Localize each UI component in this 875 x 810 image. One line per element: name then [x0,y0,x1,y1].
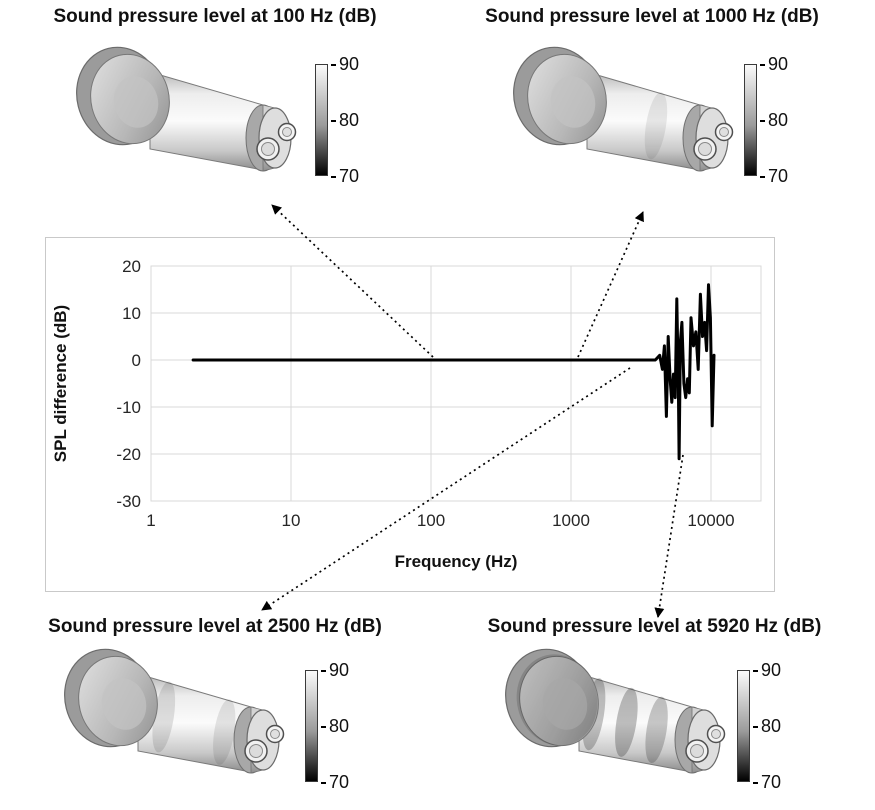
x-tick-label: 1000 [552,511,590,530]
y-tick-label: -30 [116,492,141,511]
panel-2500hz: Sound pressure level at 2500 Hz (dB) [0,616,430,810]
colorbar-label: 70 [760,167,788,185]
y-axis-label: SPL difference (dB) [51,305,70,462]
x-tick-label: 10000 [687,511,734,530]
cylinder-model-graphic [505,648,726,774]
colorbar-gradient-bar [737,670,750,782]
x-tick-label: 1 [146,511,155,530]
colorbar-label: 90 [331,55,359,73]
panel-title-100hz: Sound pressure level at 100 Hz (dB) [53,6,377,27]
colorbar-label: 70 [753,773,781,791]
panel-body-5920hz: 90 80 70 [437,638,872,804]
colorbar-label: 70 [321,773,349,791]
colorbar-labels: 90 80 70 [760,55,788,185]
colorbar-label: 90 [321,661,349,679]
model-render-1000hz [507,46,757,201]
cylinder-model-graphic [76,46,297,172]
y-tick-label: -10 [116,398,141,417]
model-render-2500hz [58,648,308,803]
cylinder-model-graphic [513,46,734,172]
spl-difference-chart: 20 10 0 -10 -20 -30 1 10 100 1000 10000 Frequency (… [45,237,775,592]
panel-title-1000hz: Sound pressure level at 1000 Hz (dB) [485,6,819,27]
colorbar-label: 80 [760,111,788,129]
colorbar-gradient-bar [744,64,757,176]
y-tick-label: 20 [122,257,141,276]
model-render-100hz [70,46,320,201]
colorbar-labels: 90 80 70 [331,55,359,185]
x-tick-label: 100 [417,511,445,530]
model-render-5920hz [499,648,749,803]
colorbar-2500hz: 90 80 70 [305,661,349,791]
colorbar-label: 70 [331,167,359,185]
panel-1000hz: Sound pressure level at 1000 Hz (dB) [437,6,867,234]
colorbar-1000hz: 90 80 70 [744,55,788,185]
colorbar-labels: 90 80 70 [753,661,781,791]
x-axis-label: Frequency (Hz) [395,552,518,571]
panel-5920hz: Sound pressure level at 5920 Hz (dB) [437,616,872,810]
colorbar-gradient-bar [305,670,318,782]
y-tick-label: 0 [132,351,141,370]
colorbar-5920hz: 90 80 70 [737,661,781,791]
x-tick-label: 10 [282,511,301,530]
panel-body-1000hz: 90 80 70 [437,28,867,228]
y-tick-label: -20 [116,445,141,464]
colorbar-label: 80 [321,717,349,735]
panel-title-2500hz: Sound pressure level at 2500 Hz (dB) [48,616,382,637]
panel-title-5920hz: Sound pressure level at 5920 Hz (dB) [487,616,822,637]
spl-difference-line [191,283,716,461]
panel-body-100hz: 90 80 70 [0,28,430,228]
colorbar-label: 90 [760,55,788,73]
y-tick-label: 10 [122,304,141,323]
cylinder-model-graphic [64,648,285,774]
colorbar-gradient-bar [315,64,328,176]
panel-100hz: Sound pressure level at 100 Hz (dB) [0,6,430,234]
colorbar-label: 80 [753,717,781,735]
colorbar-label: 80 [331,111,359,129]
colorbar-label: 90 [753,661,781,679]
colorbar-100hz: 90 80 70 [315,55,359,185]
panel-body-2500hz: 90 80 70 [0,638,430,804]
colorbar-labels: 90 80 70 [321,661,349,791]
